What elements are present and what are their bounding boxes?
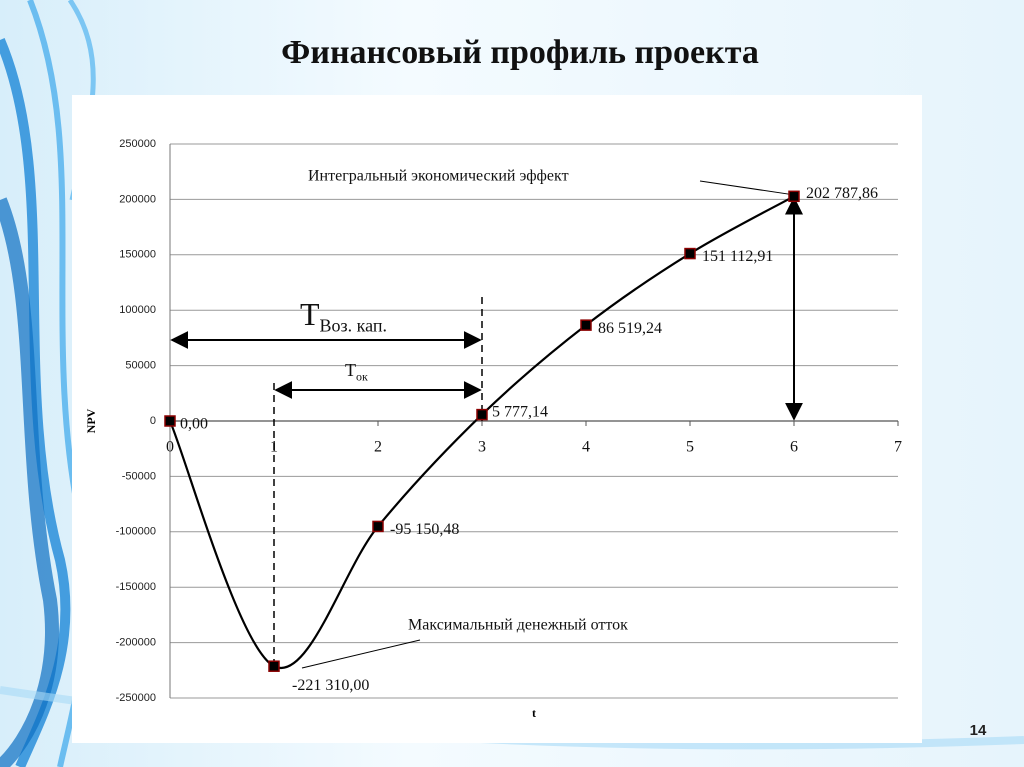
slide-title: Финансовый профиль проекта [281, 34, 759, 71]
y-tick-label: 200000 [119, 193, 156, 205]
point-marker [268, 660, 280, 672]
y-tick-label: 150000 [119, 249, 156, 261]
payback-label-main: Т [300, 296, 320, 332]
leader [699, 180, 791, 195]
y-tick-label: 50000 [125, 360, 156, 372]
point-marker [580, 319, 592, 331]
data-label: 0,00 [180, 416, 208, 433]
x-tick-label: 3 [478, 439, 486, 456]
y-tick-label: -50000 [122, 470, 156, 482]
payback-ok-label-main: Т [345, 360, 356, 380]
page-number: 14 [970, 722, 987, 739]
data-label: -95 150,48 [390, 521, 459, 538]
annotation: Интегральный экономический эффект [308, 168, 569, 185]
x-axis-label: t [532, 706, 536, 720]
y-tick-label: -200000 [116, 637, 156, 649]
x-tick-label: 5 [686, 439, 694, 456]
x-tick-label: 7 [894, 439, 902, 456]
x-tick-label: 2 [374, 439, 382, 456]
payback-ok-label: Ток [345, 360, 368, 383]
y-tick-label: 250000 [119, 138, 156, 150]
payback-label: ТВоз. кап. [300, 296, 387, 335]
y-tick-label: 0 [150, 415, 156, 427]
point-marker [788, 190, 800, 203]
leader [301, 639, 421, 669]
y-tick-label: -100000 [116, 526, 156, 538]
data-label: 86 519,24 [598, 320, 662, 337]
y-tick-label: -150000 [116, 581, 156, 593]
x-tick-label: 4 [582, 439, 590, 456]
point-marker [684, 247, 696, 260]
chart: -250000 -200000 -150000 -100000 -50000 0 50000… [84, 138, 902, 720]
x-tick-label: 6 [790, 439, 798, 456]
y-tick-label: -250000 [116, 692, 156, 704]
payback-ok-label-sub: ок [356, 369, 368, 383]
point-marker [164, 415, 176, 427]
point-marker [372, 520, 384, 533]
annotation: Максимальный денежный отток [408, 617, 628, 634]
data-label: 151 112,91 [702, 248, 773, 265]
data-label: 5 777,14 [492, 403, 548, 420]
y-tick-label: 100000 [119, 304, 156, 316]
point-marker [476, 408, 488, 421]
npv-line [168, 195, 795, 670]
data-label: -221 310,00 [292, 677, 369, 694]
y-axis-label: NPV [84, 408, 98, 433]
x-tick-label: 0 [166, 439, 174, 456]
payback-label-sub: Воз. кап. [320, 316, 387, 336]
data-label: 202 787,86 [806, 185, 878, 202]
